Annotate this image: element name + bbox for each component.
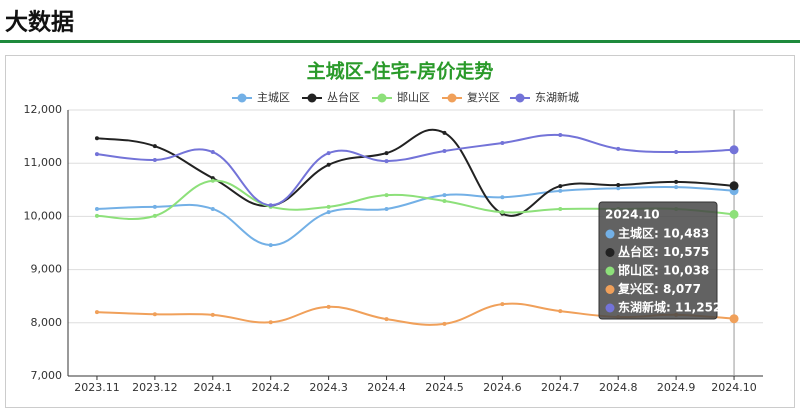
data-point	[94, 310, 99, 315]
data-point	[268, 320, 273, 325]
data-point	[268, 243, 273, 248]
series-line	[96, 185, 735, 247]
data-point	[729, 145, 739, 155]
x-tick-label: 2024.6	[483, 381, 522, 394]
legend-marker	[307, 93, 317, 103]
y-tick-label: 11,000	[24, 156, 63, 169]
x-tick-label: 2023.11	[74, 381, 120, 394]
data-point	[558, 133, 563, 138]
data-point	[152, 213, 157, 218]
data-point	[729, 209, 739, 219]
data-point	[500, 302, 505, 307]
data-point	[384, 159, 389, 164]
data-point	[558, 188, 563, 193]
y-tick-label: 12,000	[24, 103, 63, 116]
x-tick-label: 2024.3	[309, 381, 348, 394]
tooltip-title: 2024.10	[605, 208, 660, 222]
data-point	[616, 183, 621, 188]
data-point	[152, 158, 157, 163]
tooltip-dot	[605, 229, 615, 239]
data-point	[500, 140, 505, 145]
data-point	[558, 184, 563, 189]
legend-label: 复兴区	[467, 90, 500, 104]
x-tick-label: 2024.5	[425, 381, 464, 394]
data-point	[384, 206, 389, 211]
data-point	[442, 148, 447, 153]
x-tick-label: 2024.8	[599, 381, 638, 394]
y-tick-label: 9,000	[31, 263, 63, 276]
legend-marker	[377, 93, 387, 103]
x-tick-label: 2024.7	[541, 381, 580, 394]
data-point	[210, 206, 215, 211]
legend-label: 主城区	[257, 91, 290, 104]
data-point	[616, 146, 621, 151]
data-point	[384, 193, 389, 198]
data-point	[326, 151, 331, 156]
legend-marker	[447, 93, 457, 103]
data-point	[268, 203, 273, 208]
data-point	[152, 144, 157, 149]
data-point	[152, 312, 157, 317]
tooltip-row: 东湖新城: 11,252	[618, 300, 721, 315]
x-tick-label: 2024.1	[194, 381, 233, 394]
x-tick-label: 2024.4	[367, 381, 406, 394]
data-point	[94, 152, 99, 157]
data-point	[326, 204, 331, 209]
data-point	[152, 204, 157, 209]
data-point	[729, 314, 739, 324]
legend-marker	[237, 93, 247, 103]
data-point	[210, 150, 215, 155]
data-point	[384, 151, 389, 156]
tooltip-row: 复兴区: 8,077	[617, 281, 701, 296]
data-point	[616, 186, 621, 191]
chart-title: 主城区-住宅-房价走势	[307, 60, 494, 83]
tooltip-dot	[605, 303, 615, 313]
y-tick-label: 10,000	[24, 209, 63, 222]
data-point	[210, 312, 215, 317]
data-point	[442, 321, 447, 326]
data-point	[326, 304, 331, 309]
legend-label: 邯山区	[397, 90, 430, 104]
x-tick-label: 2024.2	[251, 381, 290, 394]
tooltip-row: 丛台区: 10,575	[618, 244, 709, 259]
data-point	[210, 178, 215, 183]
data-point	[384, 317, 389, 322]
tooltip-dot	[605, 285, 615, 294]
header-title: 大数据	[5, 10, 74, 36]
y-tick-label: 8,000	[31, 316, 63, 329]
legend-label: 丛台区	[327, 90, 360, 104]
data-point	[326, 210, 331, 215]
legend-marker	[515, 93, 525, 103]
data-point	[94, 206, 99, 211]
data-point	[500, 195, 505, 200]
tooltip-box	[598, 201, 718, 320]
x-tick-label: 2023.12	[132, 381, 178, 394]
data-point	[442, 198, 447, 203]
x-tick-label: 2024.10	[711, 381, 757, 394]
data-point	[674, 179, 679, 184]
data-point	[326, 162, 331, 167]
data-point	[558, 206, 563, 211]
legend-label: 东湖新城	[535, 90, 579, 104]
data-point	[500, 210, 505, 215]
data-point	[729, 181, 739, 191]
data-point	[674, 150, 679, 155]
tooltip-row: 主城区: 10,483	[618, 226, 709, 241]
y-tick-label: 7,000	[31, 369, 63, 382]
data-point	[94, 213, 99, 218]
data-point	[674, 185, 679, 190]
data-point	[442, 130, 447, 135]
x-tick-label: 2024.9	[657, 381, 696, 394]
tooltip-dot	[605, 248, 615, 257]
tooltip-row: 邯山区: 10,038	[618, 263, 709, 278]
data-point	[558, 309, 563, 314]
data-point	[442, 193, 447, 198]
data-point	[94, 136, 99, 141]
header-rule	[0, 40, 800, 43]
tooltip-dot	[605, 266, 615, 276]
